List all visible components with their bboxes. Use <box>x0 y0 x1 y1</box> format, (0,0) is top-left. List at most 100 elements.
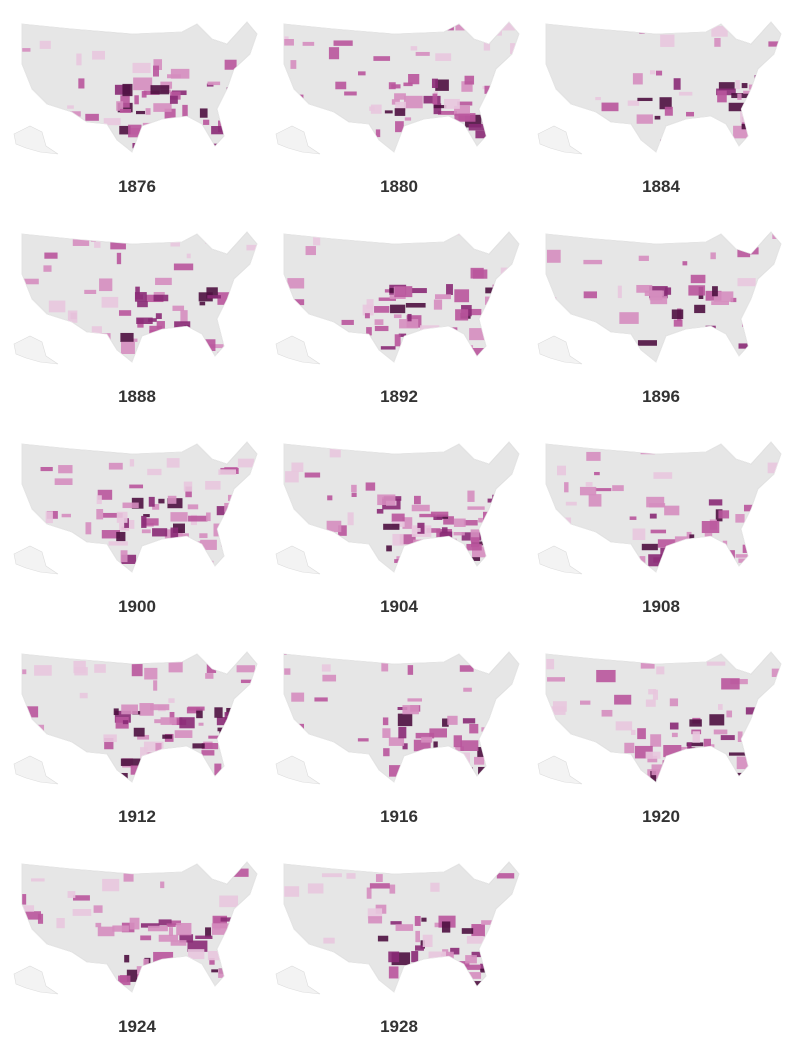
county-patch <box>323 937 335 944</box>
county-patch <box>217 351 225 361</box>
county-patch <box>367 908 383 919</box>
county-patch <box>430 511 449 517</box>
county-patch <box>104 737 114 750</box>
county-patch <box>175 717 183 725</box>
county-patch <box>67 105 74 109</box>
county-patch <box>755 306 773 318</box>
county-patch <box>285 471 299 483</box>
county-patch <box>744 742 762 755</box>
county-patch <box>333 40 353 46</box>
county-patch <box>491 734 502 745</box>
county-patch <box>122 502 139 509</box>
county-patch <box>224 59 237 70</box>
county-patch <box>159 556 173 561</box>
county-patch <box>705 130 725 142</box>
county-patch <box>579 486 597 496</box>
county-patch <box>137 734 150 740</box>
county-patch <box>650 529 667 534</box>
county-patch <box>653 472 673 479</box>
county-patch <box>461 928 474 934</box>
county-patch <box>241 332 257 345</box>
county-patch <box>455 746 464 751</box>
county-patch <box>648 689 657 695</box>
county-patch <box>692 731 700 743</box>
county-patch <box>67 310 78 323</box>
county-patch <box>108 462 123 470</box>
county-patch <box>144 352 159 362</box>
county-patch <box>30 878 45 882</box>
county-patch <box>667 134 679 146</box>
county-patch <box>203 119 210 125</box>
county-patch <box>151 768 163 780</box>
county-patch <box>44 252 58 259</box>
county-patch <box>24 278 39 285</box>
map-panel: 1888 <box>13 231 258 406</box>
county-patch <box>176 922 192 936</box>
county-patch <box>443 121 448 126</box>
county-patch <box>37 913 44 924</box>
county-patch <box>186 253 191 259</box>
county-patch <box>101 296 119 308</box>
county-patch <box>487 553 505 567</box>
county-patch <box>736 756 749 770</box>
county-patch <box>118 310 132 316</box>
county-patch <box>128 124 142 138</box>
us-border <box>283 861 520 993</box>
county-patch <box>469 348 486 359</box>
county-patch <box>595 488 612 492</box>
us-border <box>545 21 782 153</box>
county-patch <box>612 485 624 492</box>
county-patch <box>397 713 413 727</box>
county-patch <box>434 344 452 351</box>
county-patch <box>471 546 487 558</box>
county-patch <box>394 108 406 116</box>
county-patch <box>453 735 462 748</box>
county-patch <box>143 741 164 752</box>
county-patch <box>150 85 170 95</box>
county-patch <box>496 873 515 879</box>
county-patch <box>704 533 713 544</box>
county-patch <box>99 278 113 292</box>
alaska-outline <box>537 335 583 365</box>
county-patch <box>722 540 728 548</box>
county-patch <box>407 313 412 322</box>
county-patch <box>383 523 400 530</box>
county-patch <box>728 563 738 572</box>
county-patch <box>219 730 234 741</box>
map-panel: 1900 <box>13 441 258 616</box>
county-patch <box>404 117 412 121</box>
county-patch <box>462 557 481 561</box>
county-patch <box>162 734 173 739</box>
county-patch <box>120 95 130 108</box>
county-patch <box>120 758 141 766</box>
county-patch <box>458 127 464 141</box>
county-patch <box>741 83 748 89</box>
county-patch <box>450 962 459 971</box>
county-patch <box>408 74 420 85</box>
county-patch <box>546 249 561 263</box>
county-patch <box>465 955 477 964</box>
county-patch <box>341 319 354 325</box>
county-patch <box>671 309 684 320</box>
county-patch <box>369 883 390 889</box>
county-patch <box>152 504 160 510</box>
county-patch <box>483 37 491 51</box>
county-patch <box>774 490 780 497</box>
county-patch <box>583 259 603 265</box>
county-patch <box>487 724 500 733</box>
county-patch <box>105 865 120 870</box>
county-patch <box>489 104 497 113</box>
county-patch <box>470 267 484 279</box>
county-patch <box>314 697 328 702</box>
county-patch <box>97 489 113 500</box>
county-patch <box>322 674 337 682</box>
county-patch <box>478 517 484 523</box>
county-patch <box>737 278 756 287</box>
county-patch <box>720 735 735 741</box>
county-patch <box>155 277 172 286</box>
county-patch <box>454 105 471 116</box>
county-patch <box>428 951 447 959</box>
us-border <box>283 441 520 573</box>
county-patch <box>213 523 229 537</box>
